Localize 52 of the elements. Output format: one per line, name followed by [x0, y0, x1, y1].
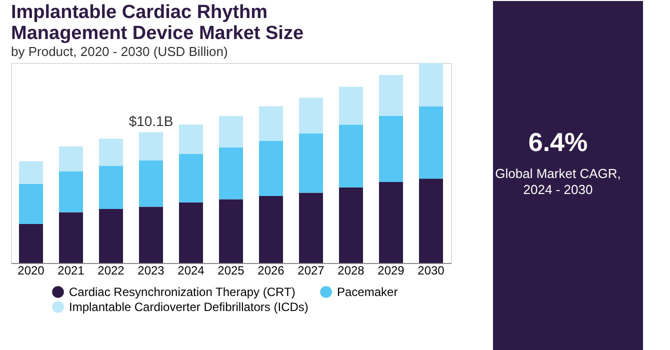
- bar: [19, 161, 43, 184]
- text: 6.4%: [528, 127, 588, 157]
- x-tick-label: 2027: [298, 264, 325, 278]
- annotation: $10.1B: [128, 113, 174, 130]
- x-tick-label: 2025: [218, 264, 245, 278]
- x-tick-label: 2024: [178, 264, 205, 278]
- bar: [99, 166, 123, 209]
- bar: [139, 206, 163, 263]
- x-tick-label: 2026: [258, 264, 285, 278]
- bar: [299, 133, 323, 193]
- bar: [299, 98, 323, 134]
- bar: [139, 132, 163, 160]
- bar: [59, 146, 83, 172]
- bar: [179, 124, 203, 154]
- text: Global Market CAGR, 2024 - 2030: [495, 166, 621, 197]
- chart-subtitle: by Product, 2020 - 2030 (USD Billion): [11, 44, 228, 59]
- x-tick-label: 2030: [418, 264, 445, 278]
- bar: [259, 140, 283, 196]
- bar: [419, 178, 443, 263]
- legend-label: Pacemaker: [337, 285, 398, 299]
- bar: [259, 106, 283, 141]
- bar: [19, 184, 43, 224]
- legend-label: Cardiac Resynchronization Therapy (CRT): [69, 285, 296, 299]
- bar: [219, 199, 243, 263]
- x-tick-label: 2022: [98, 264, 125, 278]
- x-tick-label: 2028: [338, 264, 365, 278]
- bar: [59, 212, 83, 263]
- bar: [19, 224, 43, 263]
- bar: [139, 160, 163, 207]
- bar: [299, 192, 323, 263]
- bar: [99, 138, 123, 166]
- chart-title: Implantable Cardiac Rhythm Management Device Market Size: [11, 2, 304, 44]
- bar: [419, 63, 443, 106]
- bar: [259, 196, 283, 263]
- legend-label: Implantable Cardioverter Defibrillators (ICDs): [69, 300, 308, 314]
- x-tick-label: 2023: [138, 264, 165, 278]
- bar: [379, 75, 403, 116]
- x-tick-label: 2029: [378, 264, 405, 278]
- bar: [219, 147, 243, 200]
- x-tick-label: 2020: [18, 264, 45, 278]
- bar: [179, 202, 203, 263]
- bar: [419, 106, 443, 179]
- bar: [379, 116, 403, 182]
- bar: [99, 209, 123, 263]
- bar: [379, 182, 403, 263]
- bar: [339, 187, 363, 263]
- bar: [339, 124, 363, 188]
- bar: [59, 171, 83, 212]
- bar: [339, 86, 363, 125]
- bar: [219, 116, 243, 148]
- x-tick-label: 2021: [58, 264, 85, 278]
- bar: [179, 154, 203, 202]
